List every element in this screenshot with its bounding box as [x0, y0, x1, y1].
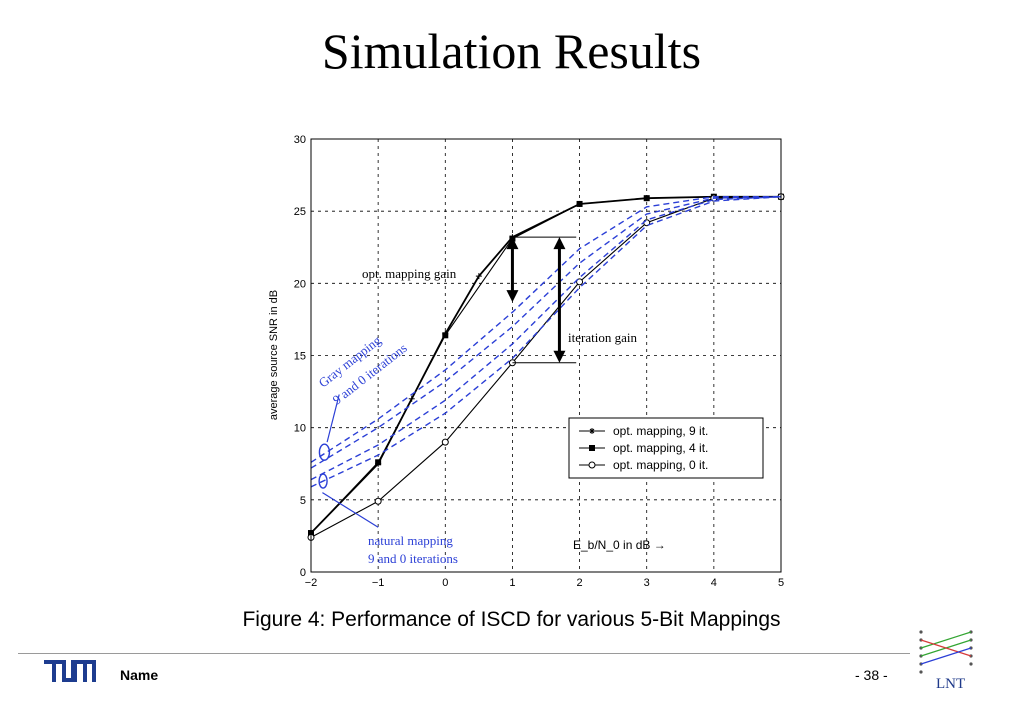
gain-arrow-1: [506, 237, 519, 303]
natural-mapping-pointer: [322, 492, 379, 528]
natural-mapping-ellipse: [318, 473, 328, 489]
page-number: - 38 -: [855, 667, 888, 683]
lnt-logo-icon: [919, 630, 973, 674]
chart-annotation: natural mapping: [368, 533, 453, 548]
y-tick-label: 0: [300, 567, 306, 579]
y-tick-label: 25: [294, 206, 306, 218]
square-marker: [442, 332, 449, 339]
x-tick-label: −1: [372, 577, 385, 589]
circle-marker: [441, 438, 449, 446]
x-tick-label: 5: [778, 577, 784, 589]
chart-annotation: 9 and 0 iterations: [368, 551, 458, 566]
square-marker: [576, 200, 583, 207]
legend-marker-circle: [588, 461, 596, 469]
legend-marker-square: [589, 445, 595, 451]
simulation-chart: −2 −1 0 1 2 3 4 5 0 5 10 15 20 25 30 opt. mapping gain…: [268, 134, 785, 589]
grid-layer: [311, 139, 781, 572]
series-layer: [307, 193, 785, 541]
asterisk-marker: [475, 273, 482, 280]
legend-label-series-2: opt. mapping, 4 it.: [613, 441, 708, 455]
x-tick-label: 1: [509, 577, 515, 589]
x-tick-label: −2: [305, 577, 318, 589]
x-tick-label: 0: [442, 577, 448, 589]
footer-name: Name: [120, 667, 159, 683]
gray-natural-mapping-line-6: [310, 196, 782, 481]
legend: opt. mapping, 9 it. opt. mapping, 4 it. …: [568, 417, 764, 479]
x-axis-label: E_b/N_0 in dB →: [573, 538, 666, 552]
lnt-logo-text: LNT: [936, 676, 966, 692]
square-marker: [643, 195, 650, 202]
chart-annotation: opt. mapping gain: [362, 266, 457, 281]
x-tick-label: 2: [577, 577, 583, 589]
gain-arrow-2: [553, 237, 566, 363]
gray-natural-mapping-line-4: [310, 196, 781, 463]
chart-annotation: iteration gain: [568, 330, 637, 345]
y-tick-label: 20: [294, 278, 306, 290]
gray-mapping-ellipse: [318, 443, 331, 461]
y-tick-label: 10: [294, 423, 306, 435]
circle-marker: [374, 497, 382, 505]
figure-caption: Figure 4: Performance of ISCD for variou…: [242, 608, 781, 631]
y-tick-label: 5: [300, 495, 306, 507]
tum-logo-icon: [44, 660, 96, 682]
legend-marker-asterisk: [589, 428, 595, 434]
footer-divider: [18, 653, 910, 654]
tick-layer: −2 −1 0 1 2 3 4 5 0 5 10 15 20 25 30: [294, 134, 784, 589]
plot-frame: [310, 138, 782, 573]
x-tick-label: 3: [644, 577, 650, 589]
y-tick-label: 15: [294, 351, 306, 363]
slide-title: Simulation Results: [321, 23, 702, 79]
gray-mapping-pointer: [326, 394, 340, 443]
opt-mapping-line-2: [310, 196, 781, 534]
y-axis-label: average source SNR in dB: [268, 290, 280, 420]
gray-natural-mapping-line-5: [310, 196, 782, 469]
square-marker: [375, 459, 382, 466]
legend-label-series-1: opt. mapping, 9 it.: [613, 424, 708, 438]
y-tick-label: 30: [294, 134, 306, 146]
circle-marker: [576, 278, 584, 286]
x-tick-label: 4: [711, 577, 717, 589]
legend-label-series-3: opt. mapping, 0 it.: [613, 458, 708, 472]
